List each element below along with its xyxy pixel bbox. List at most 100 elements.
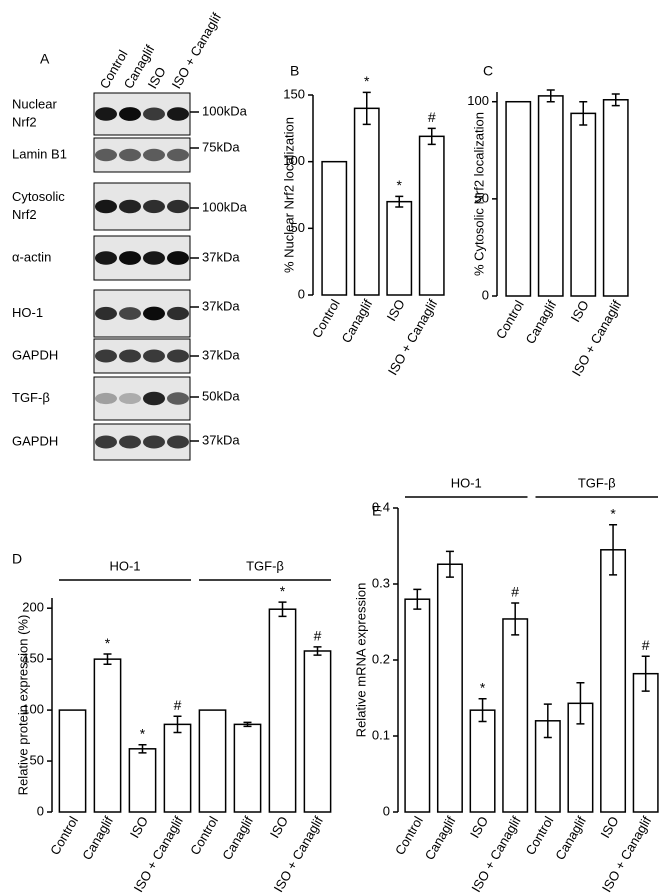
group-label: TGF-β <box>246 558 284 573</box>
row-label: α-actin <box>12 249 51 264</box>
band <box>95 349 117 363</box>
band <box>95 199 117 214</box>
row-label: GAPDH <box>12 433 58 448</box>
band <box>95 251 117 265</box>
x-tick-label: Control <box>522 814 556 858</box>
error-bar <box>173 715 182 734</box>
y-tick-label: 0 <box>37 803 44 818</box>
band <box>119 307 141 320</box>
band <box>167 148 189 162</box>
marker-label: 37kDa <box>202 249 240 264</box>
error-bar <box>395 195 404 208</box>
error-bar <box>579 100 588 126</box>
marker-label: 100kDa <box>202 103 248 118</box>
band <box>167 199 189 214</box>
error-bar <box>413 588 422 610</box>
bar <box>436 563 463 813</box>
band <box>143 251 165 265</box>
bar <box>58 709 87 813</box>
row-label: Nrf2 <box>12 114 37 129</box>
band <box>167 107 189 121</box>
y-tick-label: 100 <box>467 93 489 108</box>
marker-label: 37kDa <box>202 298 240 313</box>
x-tick-label: Canaglif <box>422 813 459 862</box>
row-label: HO-1 <box>12 305 43 320</box>
x-tick-label: Control <box>493 298 527 342</box>
group-label: HO-1 <box>109 558 140 573</box>
significance-mark: * <box>480 679 486 695</box>
x-tick-label: ISO <box>568 298 592 325</box>
band <box>143 349 165 363</box>
band <box>119 199 141 214</box>
bar <box>570 112 597 297</box>
x-tick-label: Canaglif <box>552 813 589 862</box>
bar <box>537 95 564 297</box>
panel-label: C <box>483 63 493 79</box>
error-bar <box>138 743 147 754</box>
x-tick-label: Canaglif <box>338 296 375 345</box>
bar <box>600 549 627 813</box>
band <box>119 107 141 121</box>
band <box>119 435 141 449</box>
error-bar <box>641 655 650 692</box>
y-tick-label: 0.3 <box>372 575 390 590</box>
bar <box>198 709 227 813</box>
bar <box>128 748 157 813</box>
band <box>119 251 141 265</box>
error-bar <box>243 721 252 728</box>
bar <box>321 160 348 296</box>
row-label: GAPDH <box>12 347 58 362</box>
band <box>119 148 141 162</box>
band <box>143 199 165 214</box>
x-tick-label: ISO <box>267 814 291 841</box>
error-bar <box>576 682 585 725</box>
band <box>95 435 117 449</box>
y-tick-label: 50 <box>291 220 305 235</box>
significance-mark: * <box>364 73 370 89</box>
row-label: Nuclear <box>12 96 57 111</box>
y-tick-label: 100 <box>22 702 44 717</box>
y-tick-label: 100 <box>283 153 305 168</box>
band <box>143 148 165 162</box>
band <box>119 393 141 404</box>
y-tick-label: 0.2 <box>372 651 390 666</box>
x-tick-label: Control <box>392 814 426 858</box>
x-tick-label: ISO <box>467 814 491 841</box>
band <box>143 107 165 121</box>
x-tick-label: Canaglif <box>79 813 116 862</box>
band <box>143 391 165 406</box>
band <box>167 306 189 321</box>
error-bar <box>278 601 287 618</box>
bar <box>268 608 297 813</box>
band <box>95 107 117 121</box>
bar <box>93 658 122 813</box>
row-label: Cytosolic <box>12 189 65 204</box>
significance-mark: * <box>140 725 146 741</box>
marker-label: 37kDa <box>202 347 240 362</box>
x-tick-label: Control <box>309 297 343 341</box>
y-tick-label: 0.4 <box>372 499 390 514</box>
band <box>119 349 141 363</box>
significance-mark: # <box>428 109 436 125</box>
group-label: TGF-β <box>578 475 616 490</box>
lane-label: ISO <box>145 64 169 91</box>
significance-mark: # <box>174 697 182 713</box>
bar <box>602 99 629 297</box>
bar <box>353 107 380 296</box>
bar <box>233 723 262 813</box>
bar <box>404 598 431 813</box>
band <box>167 349 189 363</box>
row-label: TGF-β <box>12 390 50 405</box>
bar <box>386 200 413 296</box>
marker-label: 37kDa <box>202 432 240 447</box>
bar <box>502 618 529 813</box>
lane-label: ISO + Canaglif <box>169 10 225 91</box>
panel-label: B <box>290 63 299 79</box>
y-tick-label: 0.1 <box>372 727 390 742</box>
error-bar <box>103 653 112 665</box>
band <box>95 392 117 405</box>
error-bar <box>362 91 371 126</box>
y-tick-label: 0 <box>482 287 489 302</box>
significance-mark: * <box>105 635 111 651</box>
y-axis-label: % Cytosolic Nrf2 localization <box>471 112 486 276</box>
